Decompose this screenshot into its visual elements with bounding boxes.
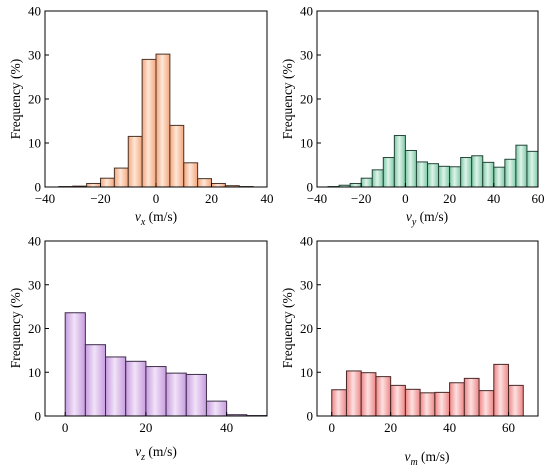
y-tick-label: 0 (307, 409, 314, 424)
x-tick-label: 20 (443, 191, 456, 206)
histogram-bar (360, 372, 377, 417)
histogram-bar (84, 344, 107, 417)
x-tick-label: 60 (502, 420, 515, 435)
histogram-bar (471, 155, 484, 188)
x-tick-label: 0 (402, 191, 409, 206)
histogram-bar (419, 392, 436, 417)
histogram-bar (493, 363, 510, 417)
x-tick-label: 20 (205, 191, 218, 206)
x-tick-label: 40 (487, 191, 500, 206)
histogram-bar (508, 384, 524, 417)
histogram-bar (482, 161, 495, 188)
histogram-bar (141, 58, 157, 188)
histogram-bar (404, 388, 421, 417)
histogram-bar (515, 144, 528, 188)
histogram-bar (155, 53, 171, 188)
x-tick-label: 20 (384, 420, 397, 435)
histogram-bar (478, 390, 495, 417)
histogram-bar (127, 135, 143, 188)
histogram-bar (64, 312, 86, 417)
x-tick-label: 0 (62, 420, 69, 435)
x-tick-label: −40 (307, 191, 327, 206)
histogram-bar (86, 182, 101, 188)
histogram-bar (504, 158, 517, 188)
histogram-bar (390, 384, 406, 417)
y-tick-label: 30 (28, 48, 41, 63)
histogram-bar (460, 157, 473, 188)
x-tick-label: 0 (328, 420, 335, 435)
histogram-bar (183, 162, 199, 188)
x-axis-title: vx (m/s) (135, 209, 177, 228)
y-tick-label: 20 (28, 92, 41, 107)
histogram-bar (331, 389, 347, 417)
x-axis-title: vm (m/s) (404, 449, 449, 468)
x-tick-label: 0 (153, 191, 160, 206)
y-tick-label: 20 (300, 92, 313, 107)
histogram-bar (434, 391, 451, 417)
histogram-bar (205, 400, 228, 417)
y-tick-label: 0 (35, 409, 42, 424)
histogram-bar (125, 360, 147, 417)
histogram-bar (493, 166, 506, 188)
histogram-bar (211, 182, 226, 188)
histogram-bar (185, 373, 207, 417)
x-tick-label: −40 (35, 191, 55, 206)
x-tick-label: 20 (139, 420, 152, 435)
x-tick-label: 40 (443, 420, 456, 435)
histogram-bar (427, 163, 440, 188)
y-tick-label: 0 (35, 180, 42, 195)
histogram-bar (360, 177, 373, 188)
x-axis-title: vy (m/s) (406, 209, 448, 228)
y-tick-label: 10 (28, 136, 41, 151)
histogram-bar (345, 370, 362, 417)
histogram-panel-m: 0 10 20 30 40 0 20 40 60 Frequency (%) vm (m/s) (280, 234, 539, 468)
x-tick-label: 60 (532, 191, 545, 206)
y-tick-label: 40 (300, 234, 313, 249)
x-tick-label: −20 (90, 191, 110, 206)
y-tick-label: 30 (300, 277, 313, 292)
y-axis-title: Frequency (%) (8, 288, 23, 369)
histogram-bar (169, 124, 185, 188)
y-tick-label: 20 (28, 321, 41, 336)
histogram-bar (382, 157, 395, 188)
y-tick-label: 10 (300, 136, 313, 151)
y-tick-label: 30 (28, 277, 41, 292)
x-tick-label: 40 (220, 420, 233, 435)
y-tick-label: 40 (28, 234, 41, 249)
histogram-bar (197, 178, 212, 188)
histogram-bar (449, 382, 465, 417)
y-axis-title: Frequency (%) (8, 59, 23, 140)
y-tick-label: 40 (300, 4, 313, 19)
histogram-bar (349, 182, 362, 188)
y-axis-title: Frequency (%) (280, 59, 295, 140)
histogram-panel-x: 0 10 20 30 40 −40 −20 0 20 40 Frequency (%) vx (m/s… (8, 4, 274, 229)
histogram-bar (105, 356, 127, 417)
histogram-bar (145, 366, 167, 417)
x-axis-title: vz (m/s) (135, 444, 177, 463)
histogram-bar (375, 376, 392, 417)
histogram-bar (393, 135, 406, 188)
y-tick-label: 40 (28, 4, 41, 19)
histogram-bar (449, 166, 462, 188)
histogram-bar (100, 177, 115, 188)
histogram-bar (438, 165, 451, 188)
y-tick-label: 0 (307, 180, 314, 195)
y-axis-title: Frequency (%) (280, 288, 295, 369)
y-tick-label: 10 (28, 365, 41, 380)
histogram-bar (463, 377, 480, 417)
y-tick-label: 30 (300, 48, 313, 63)
histogram-bar (526, 150, 539, 188)
x-tick-label: −20 (351, 191, 371, 206)
histogram-bar (415, 161, 429, 188)
histogram-bar (404, 149, 417, 188)
histogram-panel-y: 0 10 20 30 40 −40 −20 0 20 40 60 Frequency (%) vy (m… (280, 4, 545, 229)
y-tick-label: 10 (300, 365, 313, 380)
x-tick-label: 40 (261, 191, 274, 206)
histogram-panel-z: 0 10 20 30 40 0 20 40 Frequency (%) vz (m/s) (8, 234, 268, 463)
histogram-bar (113, 167, 129, 188)
y-tick-label: 20 (300, 321, 313, 336)
histogram-bar (371, 169, 384, 188)
histogram-bar (165, 372, 187, 417)
